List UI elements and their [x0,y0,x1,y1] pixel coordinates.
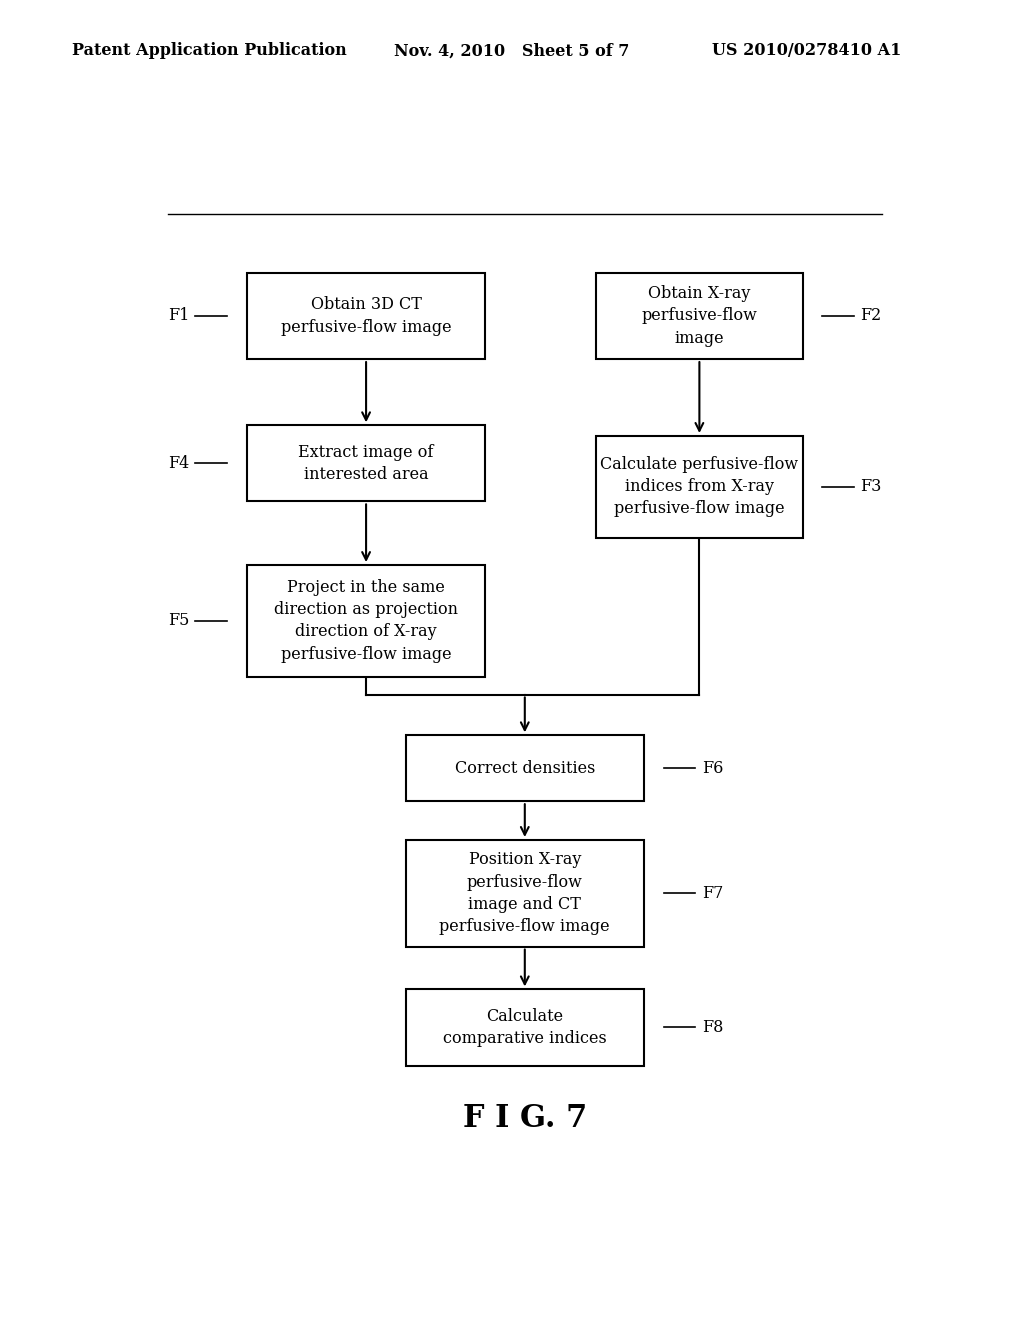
Text: Obtain 3D CT
perfusive-flow image: Obtain 3D CT perfusive-flow image [281,297,452,335]
Bar [596,436,803,537]
Text: Project in the same
direction as projection
direction of X-ray
perfusive-flow im: Project in the same direction as project… [274,579,458,663]
Text: Extract image of
interested area: Extract image of interested area [298,444,434,483]
Text: F I G. 7: F I G. 7 [463,1104,587,1134]
Bar [247,273,485,359]
Bar [406,989,644,1065]
Text: US 2010/0278410 A1: US 2010/0278410 A1 [712,42,901,59]
Text: F4: F4 [168,455,189,471]
Bar [247,425,485,502]
Text: F5: F5 [168,612,189,630]
Text: F1: F1 [168,308,189,325]
Bar [406,735,644,801]
Text: Calculate perfusive-flow
indices from X-ray
perfusive-flow image: Calculate perfusive-flow indices from X-… [600,455,799,517]
Bar [596,273,803,359]
Bar [247,565,485,677]
Text: Calculate
comparative indices: Calculate comparative indices [443,1008,606,1047]
Text: F8: F8 [701,1019,723,1036]
Text: Position X-ray
perfusive-flow
image and CT
perfusive-flow image: Position X-ray perfusive-flow image and … [439,851,610,935]
Text: F7: F7 [701,884,723,902]
Text: Obtain X-ray
perfusive-flow
image: Obtain X-ray perfusive-flow image [641,285,758,347]
Bar [406,840,644,946]
Text: Patent Application Publication: Patent Application Publication [72,42,346,59]
Text: Nov. 4, 2010   Sheet 5 of 7: Nov. 4, 2010 Sheet 5 of 7 [394,42,630,59]
Text: F2: F2 [860,308,882,325]
Text: F6: F6 [701,760,723,776]
Text: F3: F3 [860,478,882,495]
Text: Correct densities: Correct densities [455,760,595,776]
